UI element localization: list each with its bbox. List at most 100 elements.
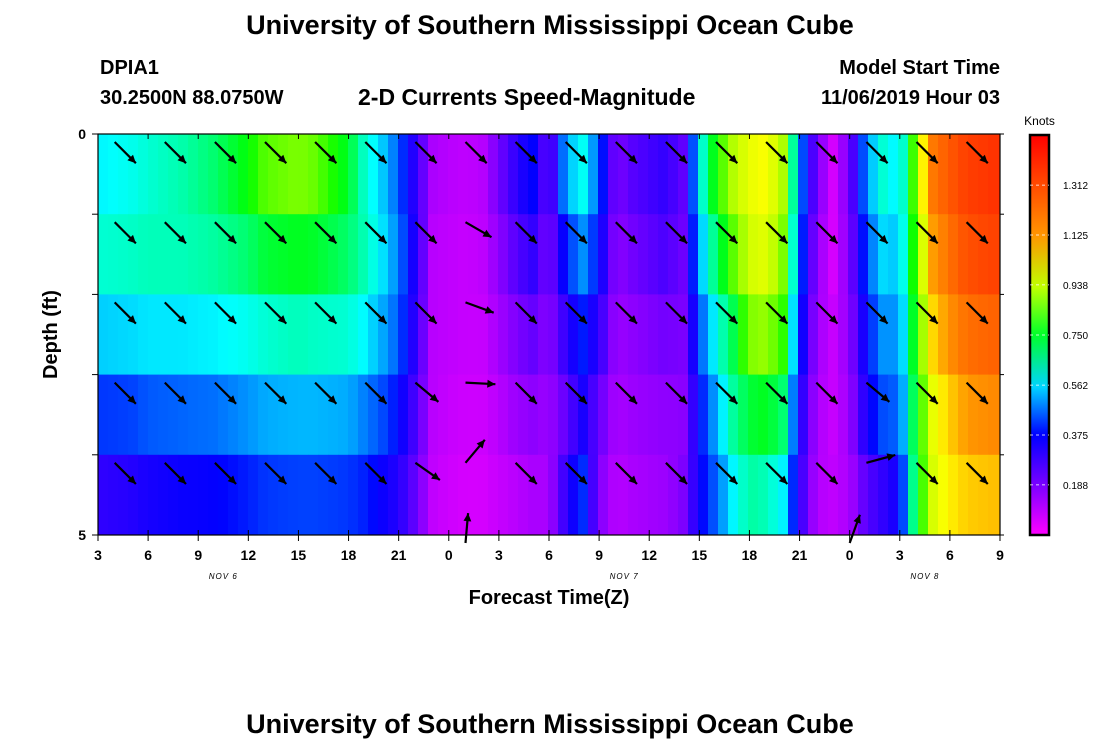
heatmap-cell [908, 134, 919, 215]
heatmap-cell [928, 214, 939, 295]
heatmap-cell [908, 374, 919, 456]
heatmap-cell [518, 134, 529, 215]
y-axis-label: Depth (ft) [40, 290, 62, 379]
x-tick-label: 6 [144, 547, 152, 563]
heatmap-cell [498, 134, 509, 215]
heatmap-cell [318, 454, 329, 536]
heatmap-cell [578, 374, 589, 456]
heatmap-cell [758, 454, 769, 536]
current-vector-arrow [514, 141, 538, 164]
heatmap-cell [318, 294, 329, 375]
heatmap-cell [598, 134, 609, 215]
heatmap-cell [378, 454, 389, 536]
heatmap-cell [878, 214, 889, 295]
heatmap-cell [258, 374, 269, 456]
heatmap-cell [908, 454, 919, 536]
heatmap-cell [728, 134, 739, 215]
heatmap-cell [218, 214, 229, 295]
heatmap-cell [768, 374, 779, 456]
heatmap-cell [108, 454, 119, 536]
heatmap-cell [268, 214, 279, 295]
colorbar-tick-label: 0.375 [1063, 431, 1088, 442]
heatmap-cell [648, 374, 659, 456]
heatmap-cell [338, 454, 349, 536]
heatmap-cell [878, 374, 889, 456]
heatmap-cell [458, 294, 469, 375]
heatmap-cell [578, 214, 589, 295]
heatmap-cell [838, 374, 849, 456]
heatmap-cell [508, 374, 519, 456]
heatmap-cell [838, 134, 849, 215]
heatmap-cell [478, 134, 489, 215]
heatmap-cell [438, 294, 449, 375]
heatmap-cell [688, 374, 699, 456]
heatmap-cell [618, 294, 629, 375]
heatmap-cell [318, 374, 329, 456]
heatmap-cell [198, 454, 209, 536]
heatmap-cell [948, 214, 959, 295]
heatmap-cell [658, 454, 669, 536]
heatmap-cell [888, 134, 899, 215]
heatmap-cell [338, 374, 349, 456]
heatmap-cell [308, 134, 319, 215]
heatmap-cell [198, 214, 209, 295]
heatmap-cell [628, 134, 639, 215]
current-vector-arrow [866, 453, 896, 464]
colorbar-label: Knots [1024, 114, 1055, 128]
heatmap-cell [538, 294, 549, 375]
heatmap-cell [178, 374, 189, 456]
x-tick-label: 21 [792, 547, 808, 563]
heatmap-cell [298, 374, 309, 456]
heatmap-cell [958, 134, 969, 215]
heatmap-cell [948, 294, 959, 375]
heatmap-cell [708, 374, 719, 456]
heatmap-cell [138, 454, 149, 536]
heatmap-cell [448, 374, 459, 456]
heatmap-cell [808, 294, 819, 375]
heatmap-cell [168, 134, 179, 215]
heatmap-cell [658, 374, 669, 456]
heatmap-cell [158, 214, 169, 295]
current-vector-arrow [464, 141, 488, 164]
current-vector-arrow [414, 221, 438, 245]
heatmap-cell [518, 374, 529, 456]
heatmap-cell [558, 374, 569, 456]
heatmap-cell [788, 214, 799, 295]
heatmap-cell [818, 134, 829, 215]
heatmap-cell [658, 214, 669, 295]
heatmap-cell [248, 134, 259, 215]
heatmap-cell [428, 294, 439, 375]
heatmap-cell [428, 454, 439, 536]
heatmap-cell [388, 454, 399, 536]
heatmap-cell [788, 134, 799, 215]
model-start-value: 11/06/2019 Hour 03 [820, 87, 1000, 109]
heatmap-cell [158, 134, 169, 215]
heatmap-cell [748, 454, 759, 536]
heatmap-cell [618, 214, 629, 295]
heatmap-cell [258, 134, 269, 215]
colorbar-tick-label: 0.188 [1063, 481, 1088, 492]
heatmap-cell [208, 294, 219, 375]
heatmap-cell [698, 134, 709, 215]
heatmap-cell [758, 214, 769, 295]
current-vector-arrow [564, 141, 588, 164]
heatmap-cell [668, 134, 679, 215]
x-tick-label: 3 [495, 547, 503, 563]
current-vector-arrow [113, 462, 137, 485]
current-vector-arrow [314, 381, 338, 405]
current-vector-arrow [665, 462, 688, 485]
heatmap-cell [388, 214, 399, 295]
heatmap-cell [728, 454, 739, 536]
heatmap-cell [938, 374, 949, 456]
heatmap-cell [918, 214, 929, 295]
heatmap-cell [948, 374, 959, 456]
x-tick-label: 9 [595, 547, 603, 563]
heatmap-cell [498, 374, 509, 456]
heatmap-cell [518, 214, 529, 295]
heatmap-cell [978, 214, 989, 295]
heatmap-cell [648, 134, 659, 215]
heatmap-cell [858, 374, 869, 456]
current-vector-arrow [665, 141, 688, 164]
heatmap-cell [998, 454, 1001, 536]
